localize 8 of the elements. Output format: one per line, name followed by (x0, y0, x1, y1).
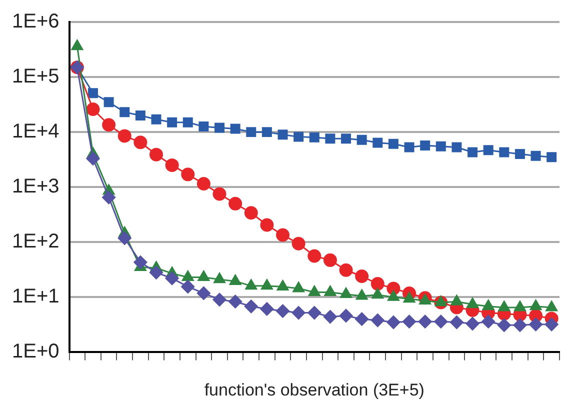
y-tick-label: 1E+2 (12, 230, 60, 253)
y-tick-label: 1E+1 (12, 286, 60, 308)
y-tick-label: 1E+5 (12, 66, 60, 88)
y-tick-label: 1E+6 (12, 10, 60, 33)
y-tick-label: 1E+3 (12, 176, 60, 198)
y-tick-label: 1E+4 (12, 120, 60, 143)
x-axis-title: function's observation (3E+5) (204, 380, 424, 400)
y-tick-label: 1E+0 (12, 340, 60, 363)
